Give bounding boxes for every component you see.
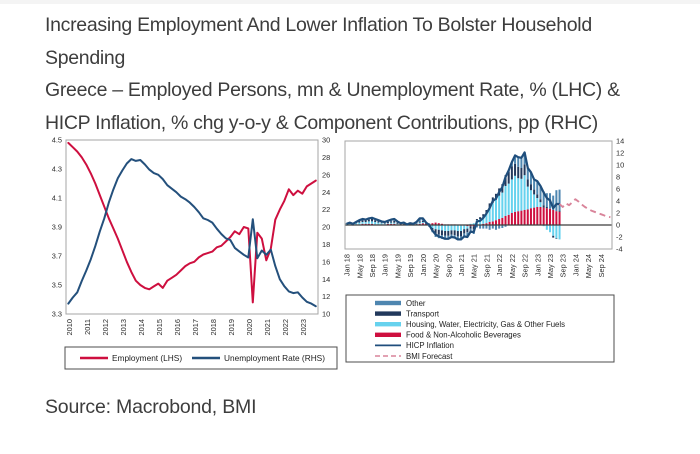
svg-text:Food & Non-Alcoholic Beverages: Food & Non-Alcoholic Beverages <box>406 331 521 340</box>
svg-text:30: 30 <box>322 136 330 145</box>
svg-text:Sep 23: Sep 23 <box>559 254 568 277</box>
svg-text:2012: 2012 <box>101 319 110 335</box>
svg-text:Sep 22: Sep 22 <box>521 254 530 277</box>
svg-text:2019: 2019 <box>227 319 236 335</box>
svg-text:Jan 20: Jan 20 <box>419 254 428 276</box>
svg-text:Sep 19: Sep 19 <box>406 254 415 277</box>
svg-text:2018: 2018 <box>209 319 218 335</box>
source-text: Source: Macrobond, BMI <box>45 396 257 418</box>
svg-text:14: 14 <box>322 275 330 284</box>
svg-text:2017: 2017 <box>191 319 200 335</box>
svg-text:22: 22 <box>322 205 330 214</box>
svg-text:Sep 24: Sep 24 <box>597 254 606 277</box>
svg-text:2011: 2011 <box>83 319 92 335</box>
svg-text:2014: 2014 <box>137 319 146 335</box>
svg-text:18: 18 <box>322 240 330 249</box>
svg-text:Other: Other <box>406 299 426 308</box>
svg-text:Jan 22: Jan 22 <box>495 254 504 276</box>
chart-headline-line2: Spending <box>45 46 126 69</box>
chart-subtitle-line2: HICP Inflation, % chg y-o-y & Component … <box>45 111 598 134</box>
svg-text:2020: 2020 <box>245 319 254 335</box>
svg-text:3.3: 3.3 <box>52 310 62 319</box>
svg-text:May 23: May 23 <box>546 254 555 278</box>
svg-text:2021: 2021 <box>263 319 272 335</box>
svg-text:4: 4 <box>616 197 620 206</box>
svg-text:Jan 24: Jan 24 <box>571 254 580 276</box>
svg-text:2010: 2010 <box>65 319 74 335</box>
svg-text:4.3: 4.3 <box>52 165 62 174</box>
svg-text:20: 20 <box>322 223 330 232</box>
svg-text:2013: 2013 <box>119 319 128 335</box>
svg-text:May 19: May 19 <box>393 254 402 278</box>
svg-text:HICP Inflation: HICP Inflation <box>406 341 454 350</box>
svg-text:Transport: Transport <box>406 309 440 318</box>
svg-text:2016: 2016 <box>173 319 182 335</box>
svg-text:May 18: May 18 <box>355 254 364 278</box>
chart-headline-line1: Increasing Employment And Lower Inflatio… <box>45 14 592 36</box>
chart-subtitle-line1: Greece – Employed Persons, mn & Unemploy… <box>45 79 620 101</box>
svg-text:Jan 18: Jan 18 <box>343 254 352 276</box>
svg-text:26: 26 <box>322 170 330 179</box>
svg-text:-2: -2 <box>616 233 623 242</box>
svg-text:May 21: May 21 <box>470 254 479 278</box>
svg-text:Sep 18: Sep 18 <box>368 254 377 277</box>
svg-text:2: 2 <box>616 209 620 218</box>
svg-text:Jan 19: Jan 19 <box>381 254 390 276</box>
svg-text:Sep 21: Sep 21 <box>482 254 491 277</box>
svg-text:24: 24 <box>322 188 330 197</box>
employment-unemployment-chart: 4.54.34.13.93.73.53.33028262422201816141… <box>52 136 338 370</box>
svg-text:2023: 2023 <box>299 319 308 335</box>
svg-text:0: 0 <box>616 221 620 230</box>
svg-text:10: 10 <box>616 161 624 170</box>
svg-text:3.9: 3.9 <box>52 223 62 232</box>
svg-text:Employment (LHS): Employment (LHS) <box>112 353 182 363</box>
svg-text:Sep 20: Sep 20 <box>444 254 453 277</box>
svg-text:28: 28 <box>322 153 330 162</box>
svg-text:8: 8 <box>616 173 620 182</box>
svg-text:Jan 23: Jan 23 <box>533 254 542 276</box>
svg-text:May 24: May 24 <box>584 254 593 278</box>
svg-text:BMI Forecast: BMI Forecast <box>406 352 453 361</box>
svg-text:2022: 2022 <box>281 319 290 335</box>
svg-text:-4: -4 <box>616 245 623 254</box>
svg-text:2015: 2015 <box>155 319 164 335</box>
svg-text:May 22: May 22 <box>508 254 517 278</box>
svg-text:3.7: 3.7 <box>52 252 62 261</box>
svg-text:12: 12 <box>616 149 624 158</box>
svg-text:May 20: May 20 <box>432 254 441 278</box>
svg-text:Housing, Water, Electricity, G: Housing, Water, Electricity, Gas & Other… <box>406 320 565 329</box>
svg-text:6: 6 <box>616 185 620 194</box>
svg-text:3.5: 3.5 <box>52 281 62 290</box>
svg-text:Jan 21: Jan 21 <box>457 254 466 276</box>
chart-title-block: Increasing Employment And Lower Inflatio… <box>45 9 675 139</box>
svg-text:10: 10 <box>322 310 330 319</box>
svg-text:4.5: 4.5 <box>52 136 62 145</box>
svg-text:12: 12 <box>322 292 330 301</box>
svg-text:14: 14 <box>616 137 624 146</box>
svg-text:Unemployment Rate (RHS): Unemployment Rate (RHS) <box>224 353 325 363</box>
svg-text:16: 16 <box>322 257 330 266</box>
svg-text:4.1: 4.1 <box>52 194 62 203</box>
top-border <box>0 0 700 4</box>
